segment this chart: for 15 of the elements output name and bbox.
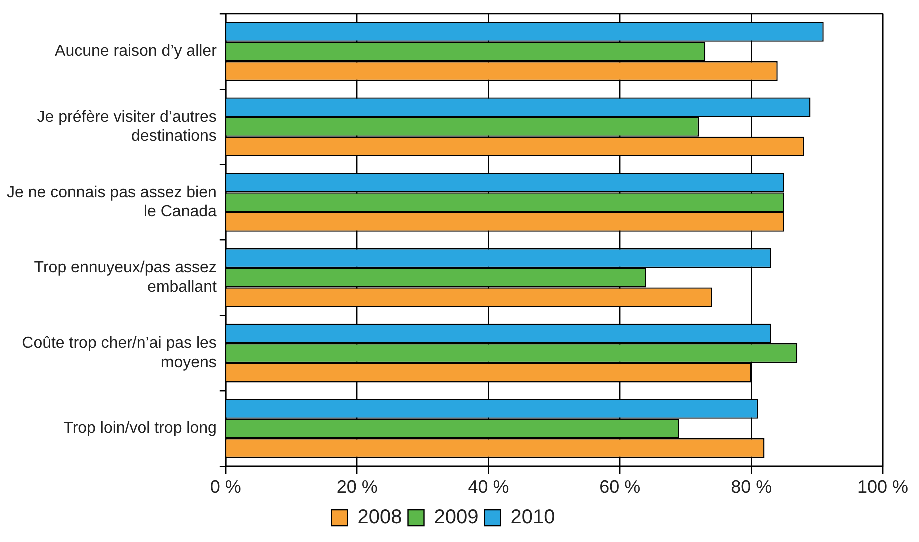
- y-tick-label: Coûte trop cher/n’ai pas les moyens: [22, 335, 217, 372]
- y-tick-label: Aucune raison d’y aller: [55, 43, 218, 60]
- x-tick-label: 80 %: [731, 477, 772, 498]
- y-tick-label: Trop loin/vol trop long: [64, 420, 217, 438]
- x-tick-label: 40 %: [468, 477, 510, 498]
- x-tick-label: 100 %: [857, 477, 909, 498]
- x-tick-label: 0 %: [210, 477, 242, 498]
- legend-label: 2010: [510, 506, 556, 529]
- x-tick-label: 60 %: [600, 477, 641, 498]
- y-tick-label: Je préfère visiter d’autres destinations: [37, 108, 217, 146]
- y-tick-label: Je ne connais pas assez bien le Canada: [6, 184, 218, 221]
- y-tick-label: Trop ennuyeux/pas assez emballant: [34, 260, 218, 296]
- legend-label: 2009: [434, 506, 479, 529]
- legend-label: 2008: [358, 506, 402, 529]
- x-tick-label: 20 %: [336, 477, 378, 498]
